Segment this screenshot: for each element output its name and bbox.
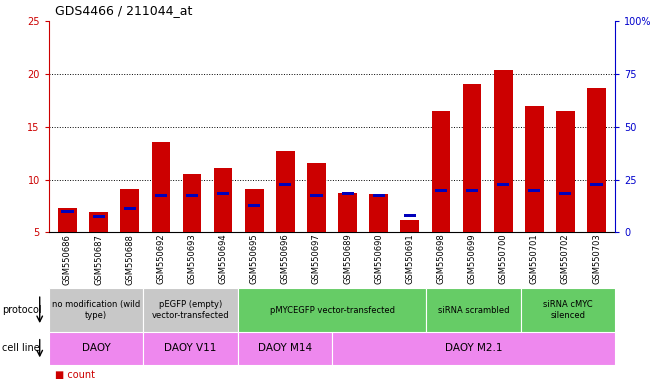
Text: GDS4466 / 211044_at: GDS4466 / 211044_at [55,4,193,17]
Bar [214,168,232,232]
Bar [245,189,264,232]
Bar [372,194,385,197]
Bar [276,151,295,232]
Bar [183,174,201,232]
Bar [342,192,353,195]
Text: pEGFP (empty)
vector-transfected: pEGFP (empty) vector-transfected [152,300,229,320]
Bar [186,194,198,197]
Bar [120,189,139,232]
Text: siRNA cMYC
silenced: siRNA cMYC silenced [543,300,593,320]
Text: DAOY M14: DAOY M14 [258,343,312,354]
Bar [152,142,170,232]
Bar [155,194,167,197]
Bar [307,163,326,232]
Text: ■ count: ■ count [55,370,95,380]
Bar [466,189,478,192]
Bar [89,212,108,232]
Bar [61,210,74,213]
Bar [311,194,322,197]
Bar [217,192,229,195]
Bar [369,194,388,232]
Bar [49,288,143,332]
Bar [92,215,105,218]
Bar [143,332,238,365]
Text: siRNA scrambled: siRNA scrambled [438,306,509,314]
Bar [404,214,416,217]
Bar [432,111,450,232]
Bar [143,288,238,332]
Bar [332,332,615,365]
Bar [58,208,77,232]
Bar [400,220,419,232]
Bar [528,189,540,192]
Bar [556,111,575,232]
Bar [339,193,357,232]
Bar [587,88,606,232]
Text: no modification (wild
type): no modification (wild type) [52,300,140,320]
Bar [590,183,603,186]
Bar [248,204,260,207]
Bar [525,106,544,232]
Text: pMYCEGFP vector-transfected: pMYCEGFP vector-transfected [270,306,395,314]
Bar [559,192,572,195]
Bar [49,332,143,365]
Bar [497,183,509,186]
Bar [463,84,481,232]
Bar [494,70,512,232]
Bar [238,288,426,332]
Text: DAOY: DAOY [81,343,111,354]
Bar [426,288,521,332]
Bar [435,189,447,192]
Bar [238,332,332,365]
Text: DAOY V11: DAOY V11 [164,343,217,354]
Text: cell line: cell line [2,343,40,354]
Bar [124,207,136,210]
Text: DAOY M2.1: DAOY M2.1 [445,343,503,354]
Bar [279,183,292,186]
Bar [521,288,615,332]
Text: protocol: protocol [2,305,42,315]
